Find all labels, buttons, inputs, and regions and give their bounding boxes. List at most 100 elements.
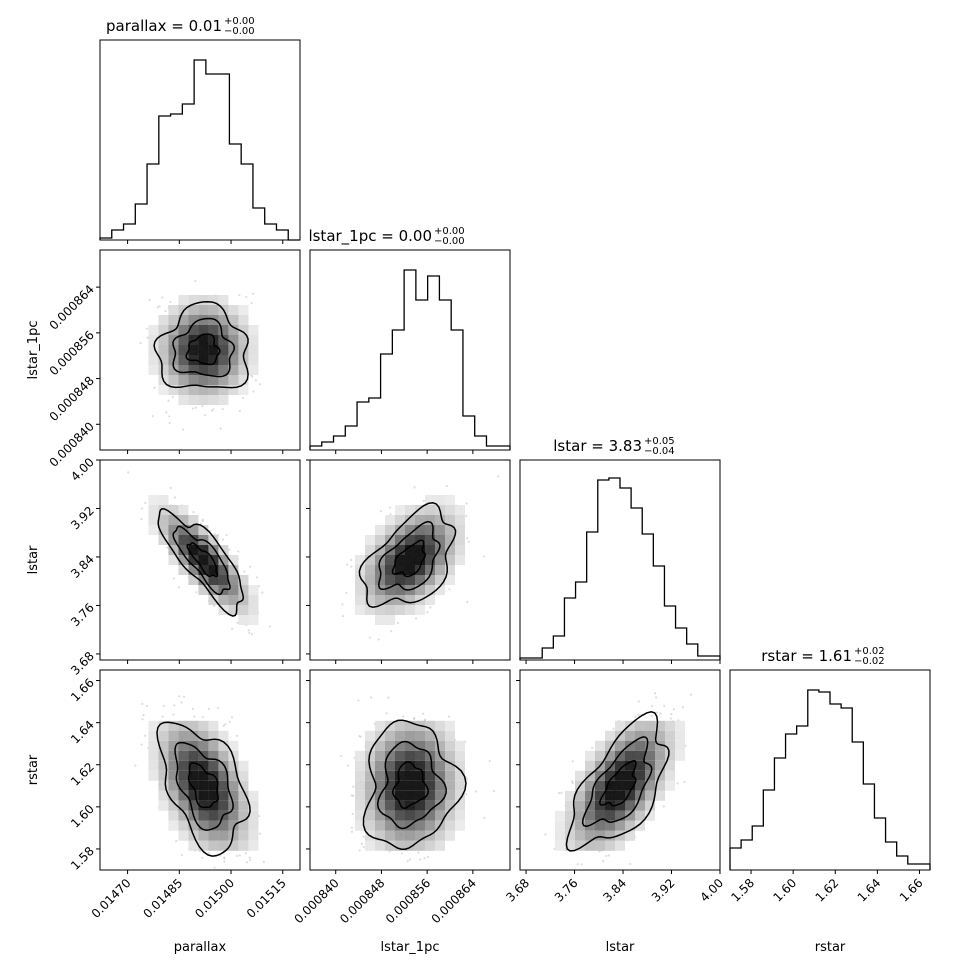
sample-point <box>238 854 241 857</box>
x-tick-label: 1.66 <box>897 876 926 905</box>
density-cell <box>208 720 219 731</box>
x-tick-label: 0.000840 <box>291 876 341 926</box>
sample-point <box>191 707 195 710</box>
density-cell <box>375 720 385 731</box>
sample-point <box>390 630 393 633</box>
density-cell <box>218 575 229 585</box>
density-cell <box>435 770 445 781</box>
density-cell <box>435 830 445 841</box>
density-cell <box>585 750 595 761</box>
density-cell <box>595 750 605 761</box>
density-cell <box>435 565 445 575</box>
density-cell <box>585 830 595 841</box>
sample-point <box>213 532 216 536</box>
density-cell <box>395 780 405 791</box>
density-cell <box>355 800 365 811</box>
density-cell <box>228 595 239 605</box>
density-cell <box>655 730 665 741</box>
density-cell <box>208 345 219 355</box>
density-cell <box>425 810 435 821</box>
sample-point <box>659 712 662 715</box>
sample-point <box>252 292 255 295</box>
density-cell <box>555 820 565 831</box>
density-cell <box>425 575 435 585</box>
density-cell <box>168 790 179 801</box>
y-tick-label: 1.62 <box>68 760 97 789</box>
sample-point <box>571 760 574 763</box>
density-cell <box>168 505 179 515</box>
density-cell <box>455 750 465 761</box>
sample-point <box>669 717 673 720</box>
sample-point <box>180 701 183 704</box>
sample-point <box>341 614 345 618</box>
sample-point <box>352 785 355 788</box>
histogram-lstar_1pc <box>309 269 511 450</box>
density-cell <box>188 565 199 575</box>
density-cell <box>385 555 395 565</box>
density-cell <box>555 830 565 841</box>
density-cell <box>435 535 445 545</box>
sample-point <box>169 486 172 489</box>
density-cell <box>625 820 635 831</box>
density-cell <box>445 820 455 831</box>
density-cell <box>158 790 169 801</box>
sample-point <box>127 471 130 474</box>
sample-point <box>650 714 653 717</box>
density-cell <box>385 730 395 741</box>
density-cell <box>198 790 209 801</box>
density-cell <box>228 355 239 365</box>
density-cell <box>178 730 189 741</box>
sample-point <box>216 706 220 709</box>
density-cell <box>178 790 189 801</box>
density-cell <box>405 575 415 585</box>
contour-level <box>157 508 244 617</box>
x-tick-label: 1.62 <box>813 876 842 905</box>
density-cell <box>645 730 655 741</box>
density-cell <box>365 840 375 851</box>
density-cell <box>635 820 645 831</box>
sample-point <box>359 735 362 738</box>
panel-frame <box>729 669 931 871</box>
density-cell <box>595 840 605 851</box>
density-cell <box>635 770 645 781</box>
density-cell <box>395 760 405 771</box>
density-cell <box>595 800 605 811</box>
sample-point <box>345 591 348 595</box>
sample-point <box>173 704 176 707</box>
density-cell <box>635 750 645 761</box>
sample-point <box>144 734 147 737</box>
contours-lstar-lstar_1pc <box>358 502 457 608</box>
density-cell <box>158 535 169 545</box>
sample-point <box>162 704 165 708</box>
density-cell <box>605 820 615 831</box>
density-cell <box>395 525 405 535</box>
y-axis-label-rstar: rstar <box>26 754 41 785</box>
density-rstar-parallax <box>148 720 259 851</box>
density-cell <box>405 790 415 801</box>
density-cell <box>218 325 229 335</box>
sample-point <box>362 835 365 838</box>
y-tick-label: 1.58 <box>68 844 97 873</box>
density-cell <box>415 780 425 791</box>
x-axis-label-parallax: parallax <box>174 940 227 955</box>
contour-level <box>174 741 234 831</box>
density-cell <box>158 730 169 741</box>
density-cell <box>405 830 415 841</box>
density-cell <box>365 555 375 565</box>
density-cell <box>198 810 209 821</box>
sample-point <box>465 777 469 781</box>
density-cell <box>425 730 435 741</box>
sample-point <box>681 706 684 709</box>
density-cell <box>238 585 249 595</box>
density-cell <box>425 555 435 565</box>
density-cell <box>178 335 189 345</box>
sample-point <box>250 301 253 305</box>
sample-point <box>345 563 349 566</box>
density-cell <box>655 790 665 801</box>
sample-point <box>156 306 159 309</box>
density-cell <box>148 740 159 751</box>
density-cell <box>605 840 615 851</box>
sample-point <box>192 511 195 514</box>
density-cell <box>615 770 625 781</box>
sample-point <box>351 812 354 815</box>
